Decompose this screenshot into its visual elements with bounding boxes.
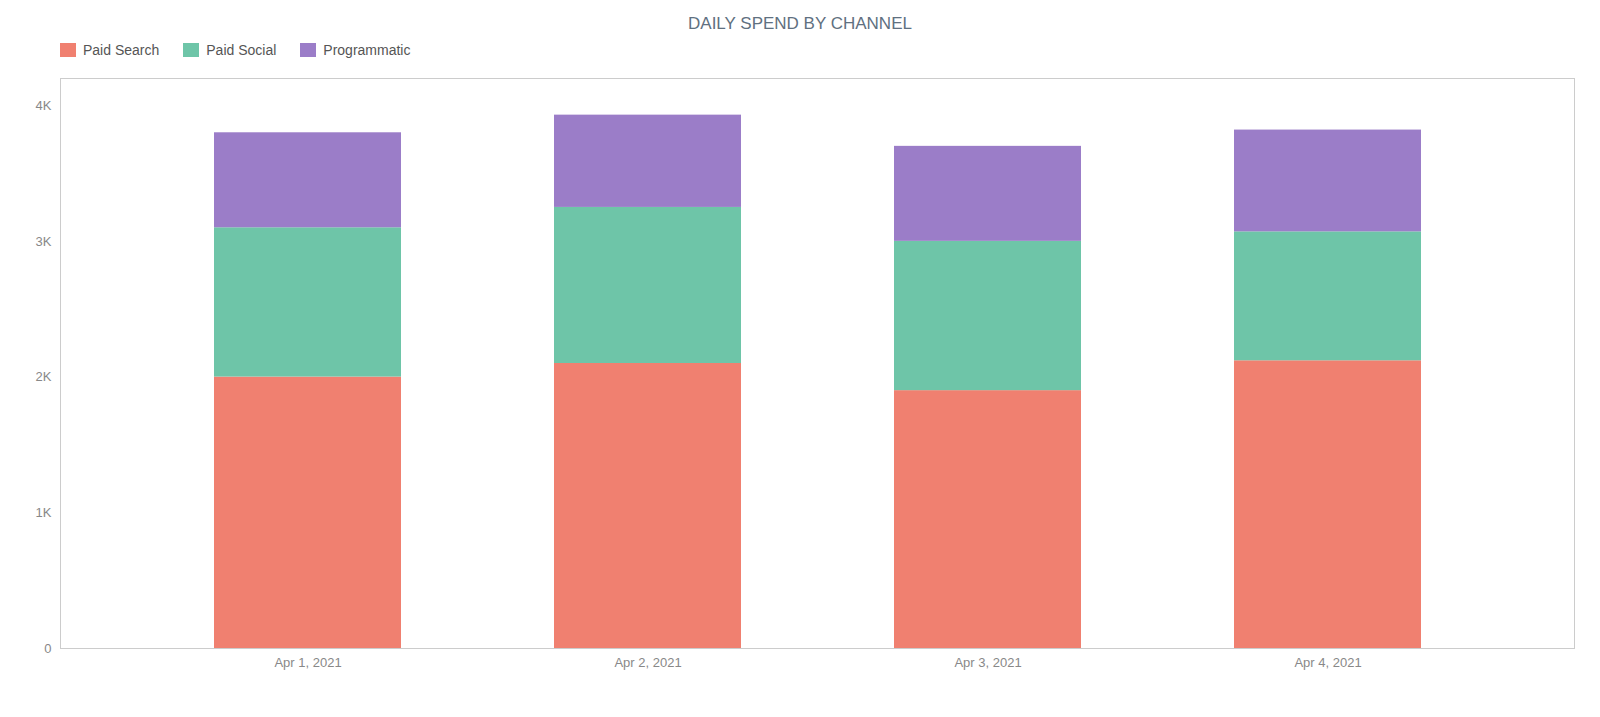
svg-text:0: 0 xyxy=(44,641,51,656)
svg-text:1K: 1K xyxy=(36,505,52,520)
html-text:Programmatic: Programmatic xyxy=(323,42,411,58)
html-text:DAILY SPEND BY CHANNEL: DAILY SPEND BY CHANNEL xyxy=(688,14,912,33)
svg-text:Apr 3, 2021: Apr 3, 2021 xyxy=(954,655,1021,670)
svg-text:4K: 4K xyxy=(36,98,52,113)
html-text:Paid Social: Paid Social xyxy=(206,42,277,58)
svg-text:Apr 2, 2021: Apr 2, 2021 xyxy=(614,655,681,670)
svg-text:2K: 2K xyxy=(36,369,52,384)
svg-text:Apr 1, 2021: Apr 1, 2021 xyxy=(274,655,341,670)
svg-text:Apr 4, 2021: Apr 4, 2021 xyxy=(1294,655,1361,670)
svg-text:3K: 3K xyxy=(36,234,52,249)
html-text:Paid Search: Paid Search xyxy=(83,42,160,58)
